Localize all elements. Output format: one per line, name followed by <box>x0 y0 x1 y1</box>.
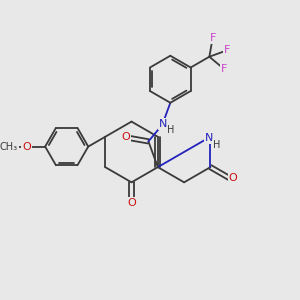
Text: CH₃: CH₃ <box>0 142 18 152</box>
Text: N: N <box>159 119 167 129</box>
Text: F: F <box>224 45 230 56</box>
Text: O: O <box>22 142 31 152</box>
Text: O: O <box>122 132 130 142</box>
Text: O: O <box>127 198 136 208</box>
Text: O: O <box>229 173 237 183</box>
Text: N: N <box>205 133 214 143</box>
Text: F: F <box>209 33 216 43</box>
Text: H: H <box>167 125 175 135</box>
Text: H: H <box>213 140 220 150</box>
Text: F: F <box>220 64 227 74</box>
